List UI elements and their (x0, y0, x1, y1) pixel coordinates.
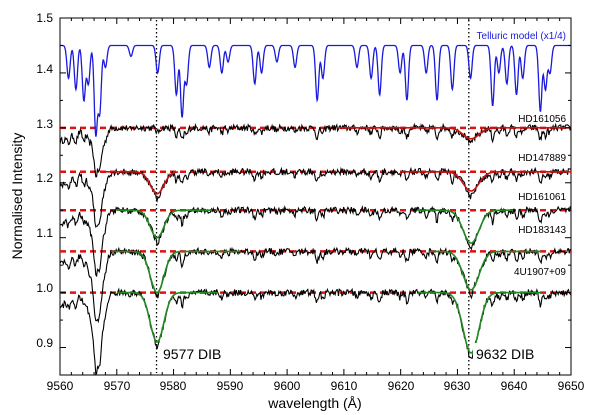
x-tick-label: 9610 (331, 379, 358, 393)
y-tick-labels: 0.9 1.0 1.1 1.2 1.3 1.4 1.5 (36, 11, 53, 350)
dib-fit-line (417, 209, 514, 245)
star-spectrum-line (59, 246, 572, 324)
axis-ticks (59, 17, 572, 376)
dib-fit-line (105, 171, 179, 195)
y-tick-label: 1.1 (36, 226, 53, 240)
x-tick-labels: 9560 9570 9580 9590 9600 9610 9620 9630 … (47, 379, 585, 393)
star-spectrum-line (59, 205, 572, 278)
x-tick-label: 9600 (274, 379, 301, 393)
star-label-hd147889: HD147889 (518, 153, 566, 164)
continuum-lines (60, 126, 571, 294)
dib-fit-line (429, 250, 542, 291)
x-tick-label: 9590 (217, 379, 244, 393)
dib-fit-line (417, 291, 542, 354)
dib-marker-lines (155, 20, 470, 373)
dib-fit-line (116, 209, 213, 239)
telluric-model-line (60, 44, 571, 137)
y-tick-label: 1.0 (36, 281, 53, 295)
x-tick-label: 9650 (558, 379, 585, 393)
dib-fits (105, 127, 570, 354)
dib-fit-line (338, 127, 570, 140)
x-tick-label: 9630 (444, 379, 471, 393)
x-tick-label: 9570 (104, 379, 131, 393)
plot-frame (59, 17, 572, 376)
x-tick-label: 9640 (501, 379, 528, 393)
star-spectrum-line (59, 122, 572, 178)
dib-fit-line (400, 171, 570, 192)
dib-fit-line (111, 250, 241, 294)
y-axis-title: Normalised Intensity (9, 133, 25, 260)
star-label-hd161061: HD161061 (518, 192, 566, 203)
y-tick-label: 0.9 (36, 336, 53, 350)
star-spectrum-line (59, 166, 572, 229)
y-tick-label: 1.4 (36, 62, 53, 76)
dib-label-bg-9577 (159, 343, 227, 363)
x-tick-label: 9580 (160, 379, 187, 393)
y-tick-label: 1.2 (36, 171, 53, 185)
y-tick-label: 1.3 (36, 117, 53, 131)
star-label-4u1907: 4U1907+09 (514, 267, 566, 278)
x-tick-label: 9620 (388, 379, 415, 393)
star-spectra (59, 122, 572, 376)
dib-label-9632: 9632 DIB (476, 346, 534, 362)
dib-fit-line (116, 291, 218, 343)
x-axis-title: wavelength (Å) (267, 395, 361, 411)
telluric-model (60, 44, 571, 137)
telluric-legend-label: Telluric model (x1/4) (477, 31, 566, 42)
dib-label-bg-9632 (473, 343, 543, 363)
star-label-hd183143: HD183143 (518, 225, 566, 236)
star-label-hd161056: HD161056 (518, 114, 566, 125)
x-tick-label: 9560 (47, 379, 74, 393)
y-tick-label: 1.5 (36, 11, 53, 25)
dib-label-9577: 9577 DIB (163, 346, 221, 362)
